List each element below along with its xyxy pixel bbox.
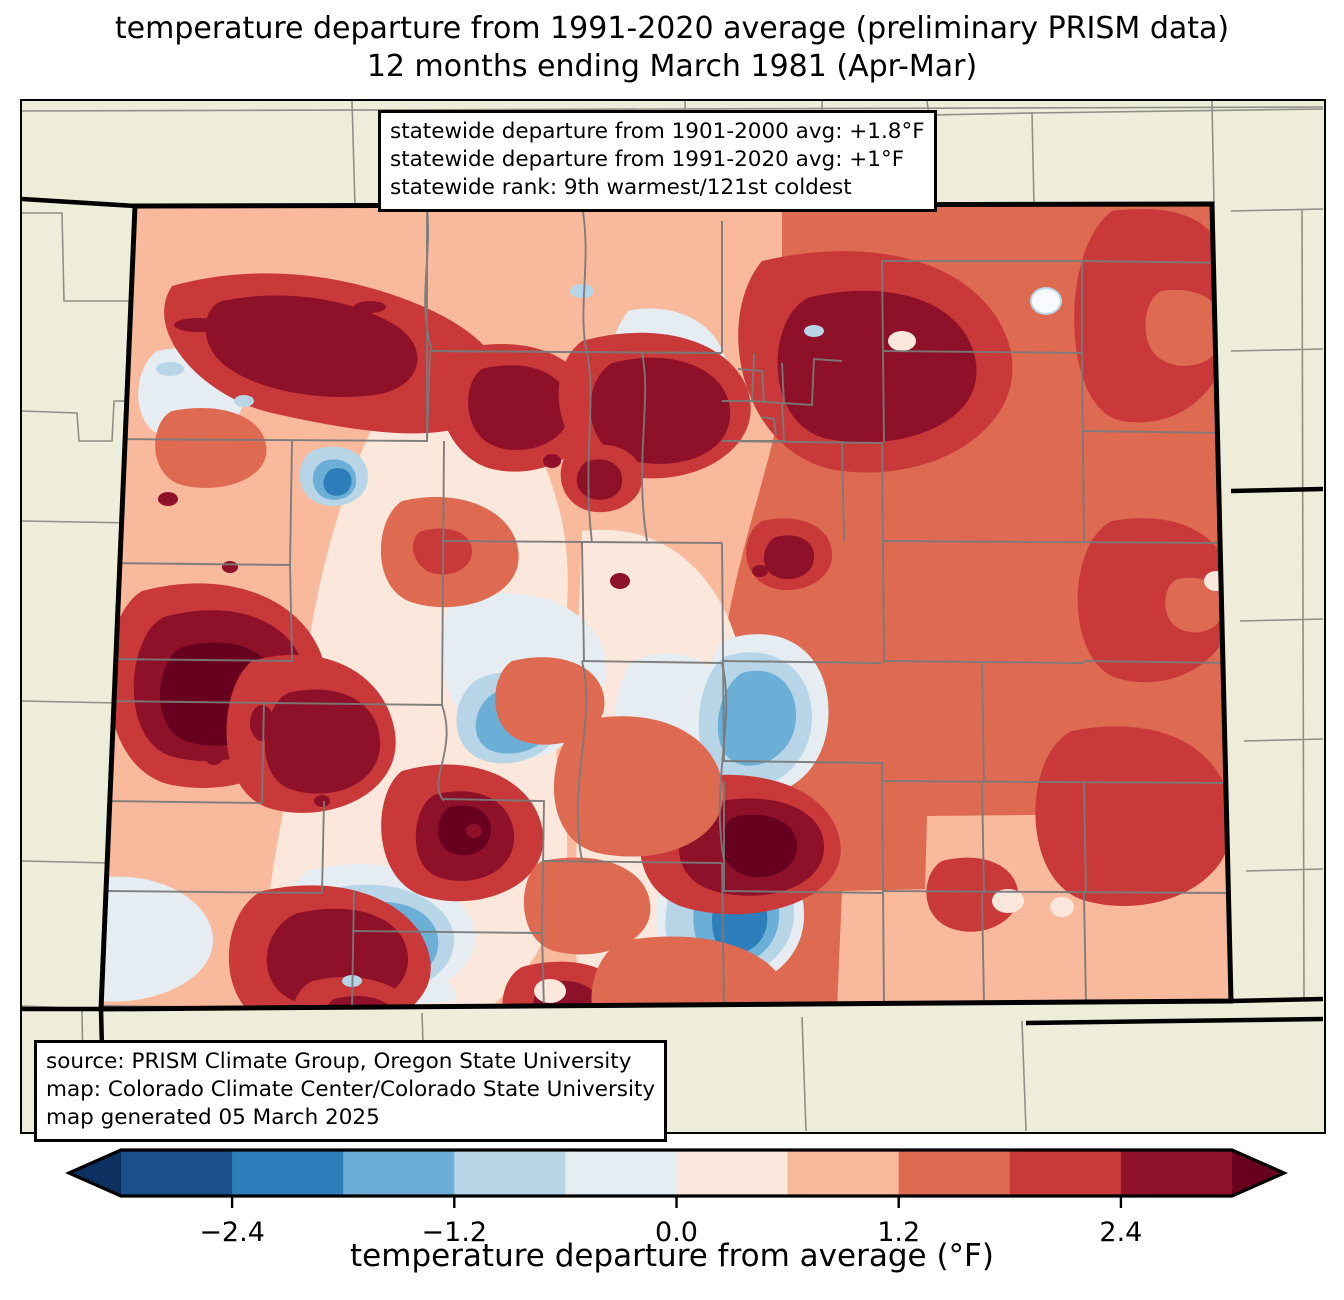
- colorbar-band-8: [1009, 1150, 1122, 1196]
- colorbar-over-cap: [1232, 1150, 1284, 1196]
- colorbar-band-0: [121, 1150, 233, 1196]
- stats-line-2: statewide departure from 1991-2020 avg: …: [390, 147, 905, 172]
- source-line-3: map generated 05 March 2025: [46, 1105, 380, 1130]
- title-line-2: 12 months ending March 1981 (Apr-Mar): [366, 49, 978, 84]
- colorbar-band-3: [454, 1150, 566, 1196]
- colorbar-ticks: −2.4 −1.2 0.0 1.2 2.4: [199, 1196, 1142, 1248]
- title-line-1: temperature departure from 1991-2020 ave…: [114, 11, 1230, 46]
- neighbor-state-lines: [22, 196, 1323, 1131]
- colorbar-band-7: [898, 1150, 1011, 1196]
- map-panel: [20, 99, 1326, 1134]
- colorado-temperature-anomaly-map: [22, 101, 1323, 1131]
- colorbar-band-9: [1120, 1150, 1233, 1196]
- stats-line-3: statewide rank: 9th warmest/121st coldes…: [390, 175, 852, 200]
- colorbar-tick-label-3: 1.2: [877, 1217, 920, 1248]
- source-line-1: source: PRISM Climate Group, Oregon Stat…: [46, 1049, 632, 1074]
- temperature-anomaly-field: [101, 204, 1231, 1009]
- colorbar-band-2: [343, 1150, 455, 1196]
- colorbar-tick-label-0: −2.4: [199, 1217, 265, 1248]
- colorbar-axis-label: temperature departure from average (°F): [350, 1238, 994, 1274]
- colorbar-outline: [65, 1148, 1288, 1198]
- anomaly-hotspot-speckles: [158, 301, 768, 838]
- colorbar-band-4: [565, 1150, 678, 1196]
- colorbar-band-1: [232, 1150, 344, 1196]
- colorbar-tick-label-1: −1.2: [422, 1217, 488, 1248]
- colorbar: −2.4 −1.2 0.0 1.2 2.4: [0, 1140, 1344, 1300]
- colorbar-tick-label-4: 2.4: [1099, 1217, 1142, 1248]
- source-line-2: map: Colorado Climate Center/Colorado St…: [46, 1077, 656, 1102]
- colorbar-band-6: [787, 1150, 900, 1196]
- colorbar-bands: [69, 1150, 1284, 1196]
- source-attribution-box: source: PRISM Climate Group, Oregon Stat…: [34, 1040, 668, 1142]
- colorbar-under-cap: [69, 1150, 121, 1196]
- colorbar-tick-label-2: 0.0: [655, 1217, 698, 1248]
- colorbar-border: [65, 1148, 1288, 1198]
- colorbar-band-5: [676, 1150, 789, 1196]
- statewide-stats-box: statewide departure from 1901-2000 avg: …: [378, 110, 937, 212]
- colorbar-svg: −2.4 −1.2 0.0 1.2 2.4: [65, 1148, 1288, 1248]
- figure-title: temperature departure from 1991-2020 ave…: [0, 10, 1344, 86]
- stats-line-1: statewide departure from 1901-2000 avg: …: [390, 119, 925, 144]
